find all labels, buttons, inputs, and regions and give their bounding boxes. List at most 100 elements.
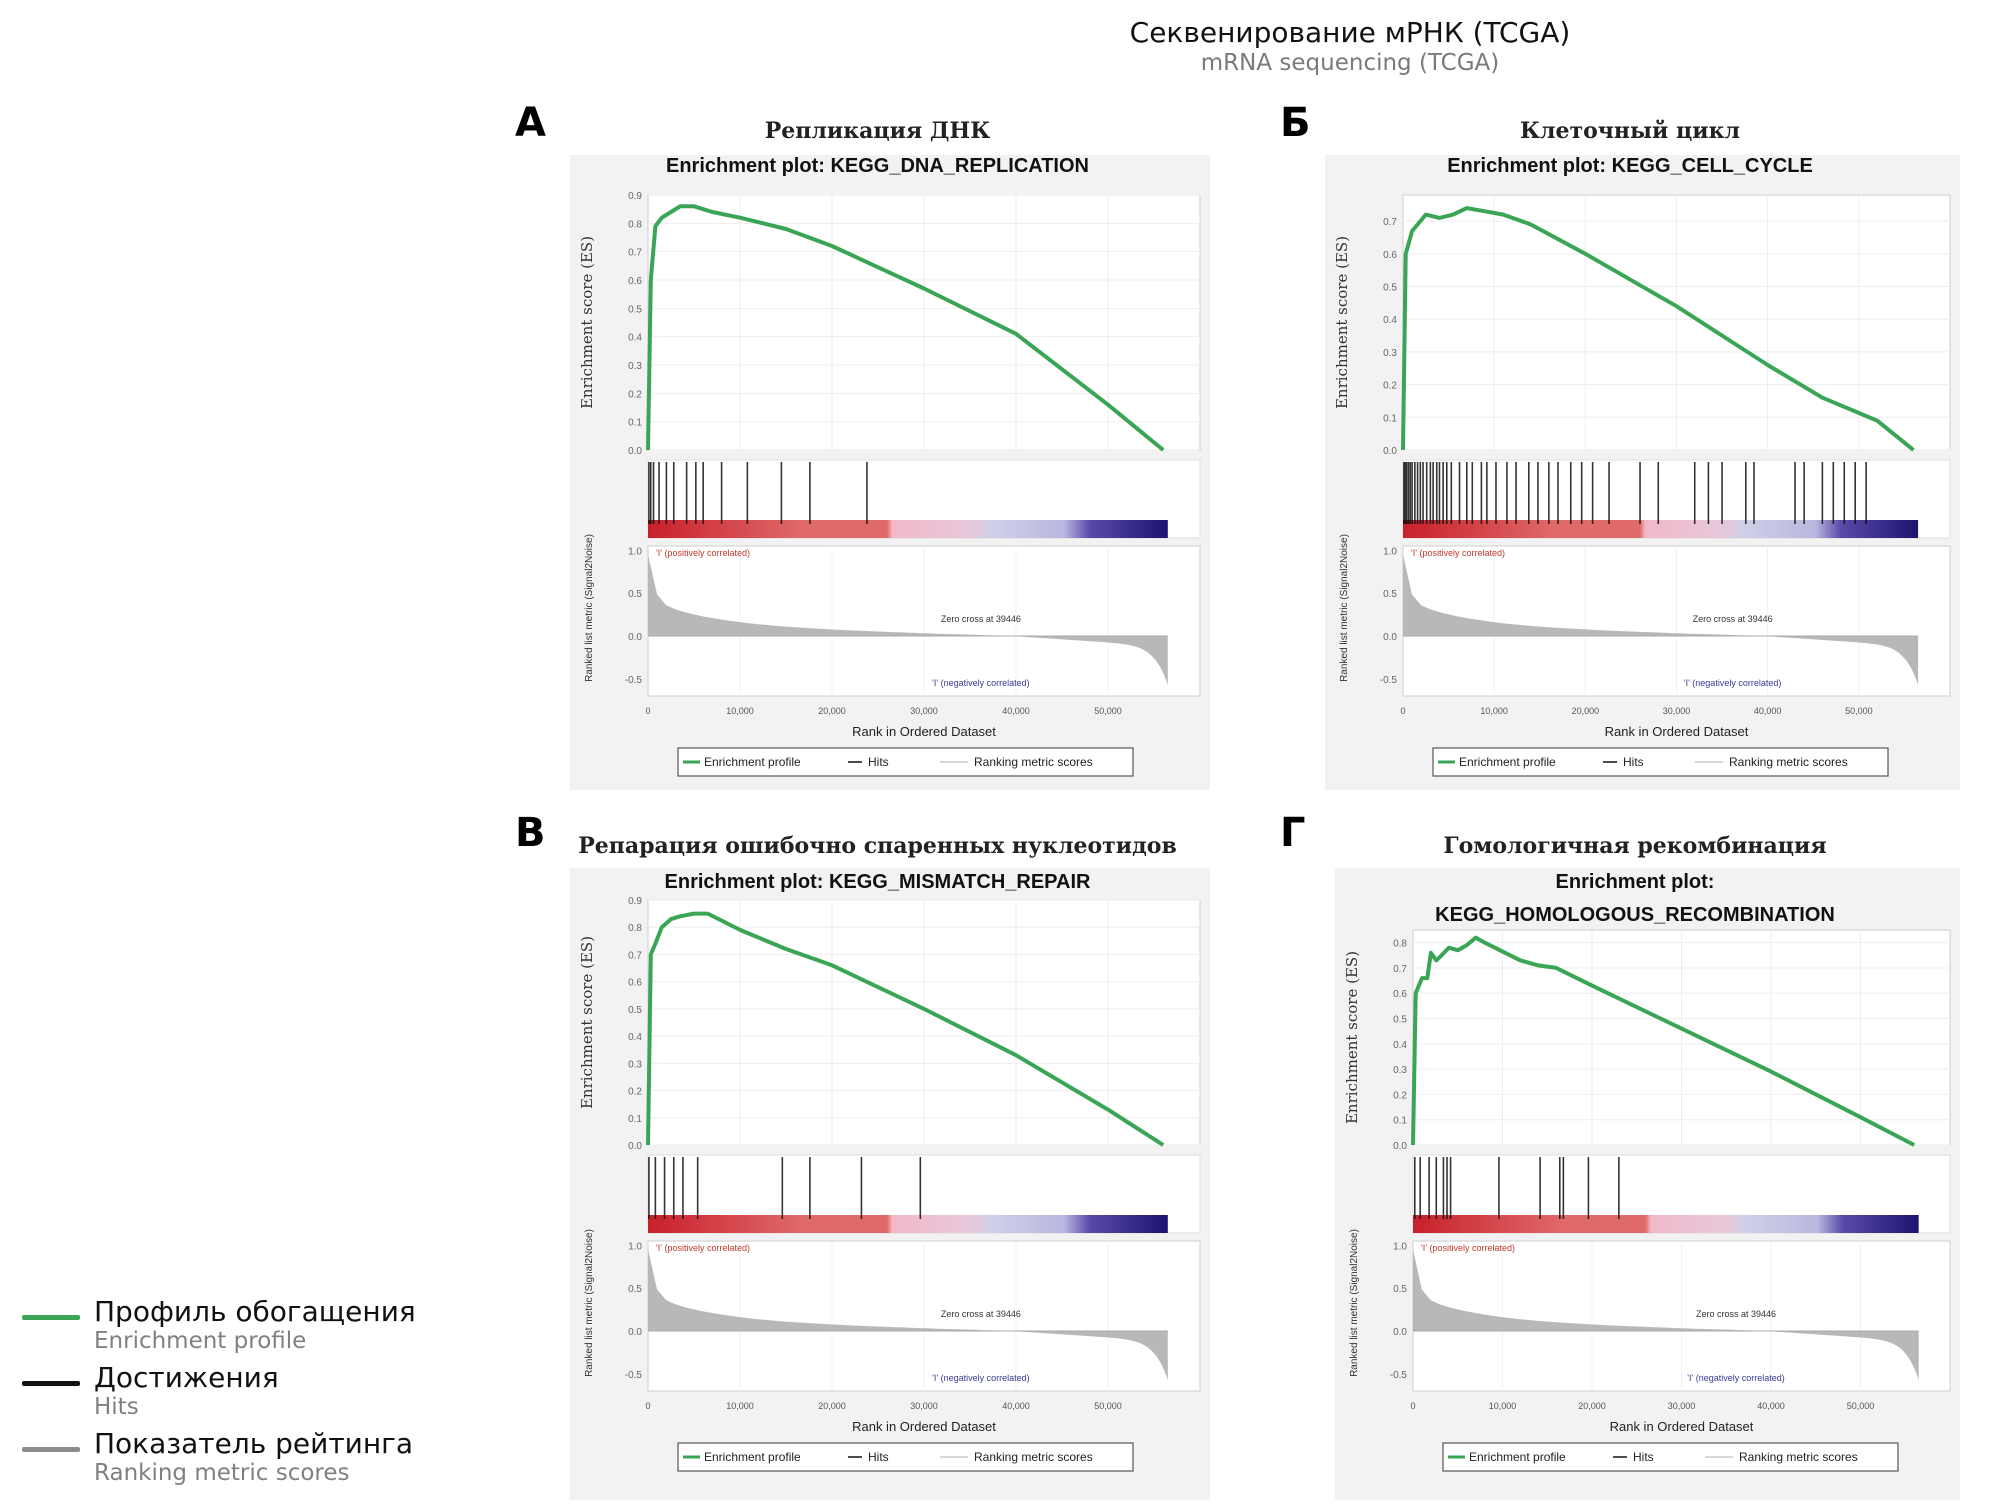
es-y-tick-label: 0.4 [628, 1032, 642, 1043]
rm-y-tick-label: 0.0 [1383, 632, 1397, 643]
legend-enrichment-label: Enrichment profile [704, 1450, 801, 1464]
es-y-tick-label: 0.0 [628, 446, 642, 457]
zero-cross-label: Zero cross at 39446 [941, 1309, 1021, 1319]
rm-y-tick-label: -0.5 [1380, 675, 1398, 686]
x-axis-label: Rank in Ordered Dataset [852, 1419, 996, 1434]
x-tick-label: 0 [645, 706, 650, 716]
ranking-metric-positive-fill [648, 554, 1011, 636]
enrichment-profile-line [1411, 935, 1916, 1147]
rm-y-tick-label: -0.5 [1390, 1370, 1408, 1381]
es-y-tick-label: 0.2 [628, 1087, 642, 1098]
es-y-axis-label: Enrichment score (ES) [578, 236, 596, 409]
rm-y-tick-label: 0.0 [628, 1327, 642, 1338]
panel-letter-v: В [515, 810, 546, 856]
rm-y-tick-label: 1.0 [1383, 546, 1397, 557]
x-tick-label: 30,000 [1668, 1401, 1696, 1411]
es-y-tick-label: 0.6 [628, 978, 642, 989]
rm-y-tick-label: -0.5 [625, 675, 643, 686]
chart-legend-box [1442, 1442, 1899, 1472]
ranked-list-color-bar [648, 1215, 1168, 1233]
x-tick-label: 20,000 [818, 1401, 846, 1411]
x-axis-label: Rank in Ordered Dataset [1610, 1419, 1754, 1434]
rm-y-tick-label: 0.5 [628, 1284, 642, 1295]
plot-title-line1: Enrichment plot: [1556, 871, 1715, 893]
rm-y-tick-label: 0.5 [1393, 1284, 1407, 1295]
rm-y-tick-label: 1.0 [628, 546, 642, 557]
rm-y-tick-label: -0.5 [625, 1370, 643, 1381]
legend-ranking-label: Ranking metric scores [974, 1450, 1093, 1464]
es-y-tick-label: 0.2 [628, 389, 642, 400]
legend-enrichment-label: Enrichment profile [1469, 1450, 1566, 1464]
panel-title-ru: Гомологичная рекомбинация [1443, 833, 1826, 859]
panel-letter-g: Г [1280, 810, 1306, 856]
panel-letter-a: А [515, 100, 546, 146]
negatively-correlated-label: 'I' (negatively correlated) [1684, 678, 1781, 688]
es-y-tick-label: 0.4 [1393, 1040, 1407, 1051]
es-y-tick-label: 0.2 [1383, 381, 1397, 392]
es-y-tick-label: 0.3 [628, 361, 642, 372]
gsea-panel-dna-replication: Репликация ДНК Enrichment plot: KEGG_DNA_… [570, 110, 1245, 800]
figure-subtitle: mRNA sequencing (TCGA) [1200, 50, 1500, 76]
legend-label-ru: Профиль обогащения [94, 1295, 416, 1328]
legend-hits-label: Hits [868, 1450, 889, 1464]
chart-legend-box [677, 747, 1134, 777]
es-y-tick-label: 0.5 [628, 304, 642, 315]
panel-letter-b: Б [1280, 100, 1311, 146]
chart-legend-box [677, 1442, 1134, 1472]
panel-title-ru: Репарация ошибочно спаренных нуклеотидов [578, 833, 1177, 859]
legend-hits-label: Hits [868, 755, 889, 769]
x-tick-label: 40,000 [1002, 1401, 1030, 1411]
es-y-tick-label: 0.8 [628, 923, 642, 934]
plot-title-line2: KEGG_HOMOLOGOUS_RECOMBINATION [1435, 904, 1835, 926]
legend-label-en: Hits [94, 1394, 139, 1420]
x-tick-label: 30,000 [910, 1401, 938, 1411]
legend-ranking-label: Ranking metric scores [1739, 1450, 1858, 1464]
es-y-tick-label: 0.1 [1383, 413, 1397, 424]
legend-hits-label: Hits [1633, 1450, 1654, 1464]
zero-cross-label: Zero cross at 39446 [1696, 1309, 1776, 1319]
ranking-metric-negative-fill [1762, 636, 1919, 685]
rm-y-tick-label: 0.0 [1393, 1327, 1407, 1338]
es-y-tick-label: 0.2 [1393, 1090, 1407, 1101]
x-tick-label: 0 [1410, 1401, 1415, 1411]
legend-enrichment-label: Enrichment profile [1459, 755, 1556, 769]
es-y-tick-label: 0.3 [1393, 1065, 1407, 1076]
ranking-metric-positive-fill [1403, 554, 1763, 636]
legend-label-ru: Показатель рейтинга [94, 1427, 414, 1460]
es-y-tick-label: 0.8 [1393, 939, 1407, 950]
rm-y-axis-label: Ranked list metric (Signal2Noise) [584, 1229, 595, 1377]
enrichment-profile-line [1401, 206, 1915, 452]
x-tick-label: 10,000 [1489, 1401, 1517, 1411]
es-y-tick-label: 0.7 [628, 248, 642, 259]
x-axis-label: Rank in Ordered Dataset [852, 724, 996, 739]
x-tick-label: 50,000 [1094, 1401, 1122, 1411]
ranking-metric-positive-fill [1413, 1249, 1767, 1331]
es-y-tick-label: 0.3 [1383, 348, 1397, 359]
es-y-tick-label: 0.6 [1383, 250, 1397, 261]
x-tick-label: 30,000 [910, 706, 938, 716]
es-y-tick-label: 0.7 [1383, 217, 1397, 228]
legend-hits-label: Hits [1623, 755, 1644, 769]
es-y-axis-label: Enrichment score (ES) [1333, 236, 1351, 409]
positively-correlated-label: 'I' (positively correlated) [1411, 548, 1505, 558]
positively-correlated-label: 'I' (positively correlated) [1421, 1243, 1515, 1253]
rm-y-tick-label: 0.5 [628, 589, 642, 600]
zero-cross-label: Zero cross at 39446 [941, 614, 1021, 624]
es-y-tick-label: 0.5 [1383, 283, 1397, 294]
es-y-tick-label: 0.3 [628, 1059, 642, 1070]
es-y-tick-label: 0.1 [1393, 1116, 1407, 1127]
x-tick-label: 20,000 [1578, 1401, 1606, 1411]
es-y-tick-label: 0.5 [628, 1005, 642, 1016]
gsea-chart-svg: Репликация ДНК Enrichment plot: KEGG_DNA_… [570, 118, 1210, 790]
ranked-list-color-bar [1403, 520, 1919, 538]
es-y-tick-label: 0.0 [628, 1141, 642, 1152]
positively-correlated-label: 'I' (positively correlated) [656, 1243, 750, 1253]
rm-y-tick-label: 0.5 [1383, 589, 1397, 600]
panel-title-ru: Репликация ДНК [765, 118, 990, 144]
chart-legend-box [1432, 747, 1889, 777]
x-tick-label: 10,000 [1480, 706, 1508, 716]
es-y-tick-label: 0.8 [628, 219, 642, 230]
gsea-chart-svg: Клеточный цикл Enrichment plot: KEGG_CELL… [1325, 118, 1960, 790]
x-tick-label: 50,000 [1845, 706, 1873, 716]
x-tick-label: 10,000 [726, 1401, 754, 1411]
